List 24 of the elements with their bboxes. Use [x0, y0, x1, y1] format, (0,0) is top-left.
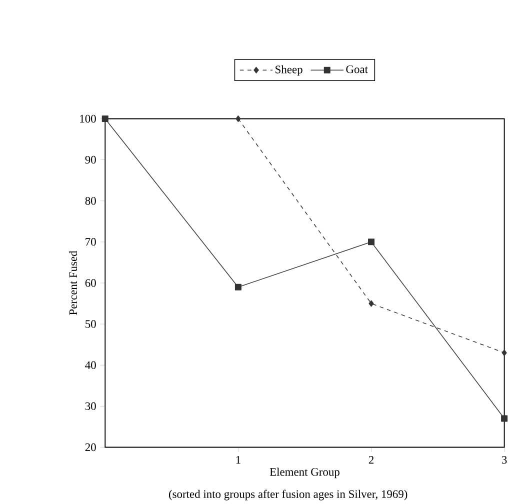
point [234, 284, 242, 290]
point [236, 115, 241, 122]
y-tick-label: 80 [85, 196, 96, 205]
x-tick-label: 1 [236, 456, 240, 464]
y-tick-label: 20 [85, 443, 96, 452]
y-tick-label: 100 [80, 114, 96, 123]
legend-label: Goat [346, 65, 368, 74]
y-axis-title: Percent Fused [68, 250, 78, 315]
y-tick-label: 40 [85, 361, 96, 369]
x-tick-label: 3 [502, 456, 507, 464]
y-tick-label: 60 [85, 279, 96, 287]
x-tick-label: 2 [368, 456, 374, 464]
text: (sorted into groups after fusion ages in Silver, 1969) [168, 490, 408, 500]
point [102, 115, 108, 122]
point [368, 238, 374, 246]
legend-label: Sheep [276, 65, 302, 76]
y-tick-label: 70 [86, 238, 96, 246]
point [368, 300, 374, 307]
point [501, 415, 508, 422]
y-tick-label: 30 [85, 402, 96, 410]
x-axis-title: Element Group [270, 468, 340, 478]
y-tick-label: 50 [86, 320, 96, 328]
y-tick-label: 90 [85, 156, 96, 164]
point [502, 349, 507, 356]
